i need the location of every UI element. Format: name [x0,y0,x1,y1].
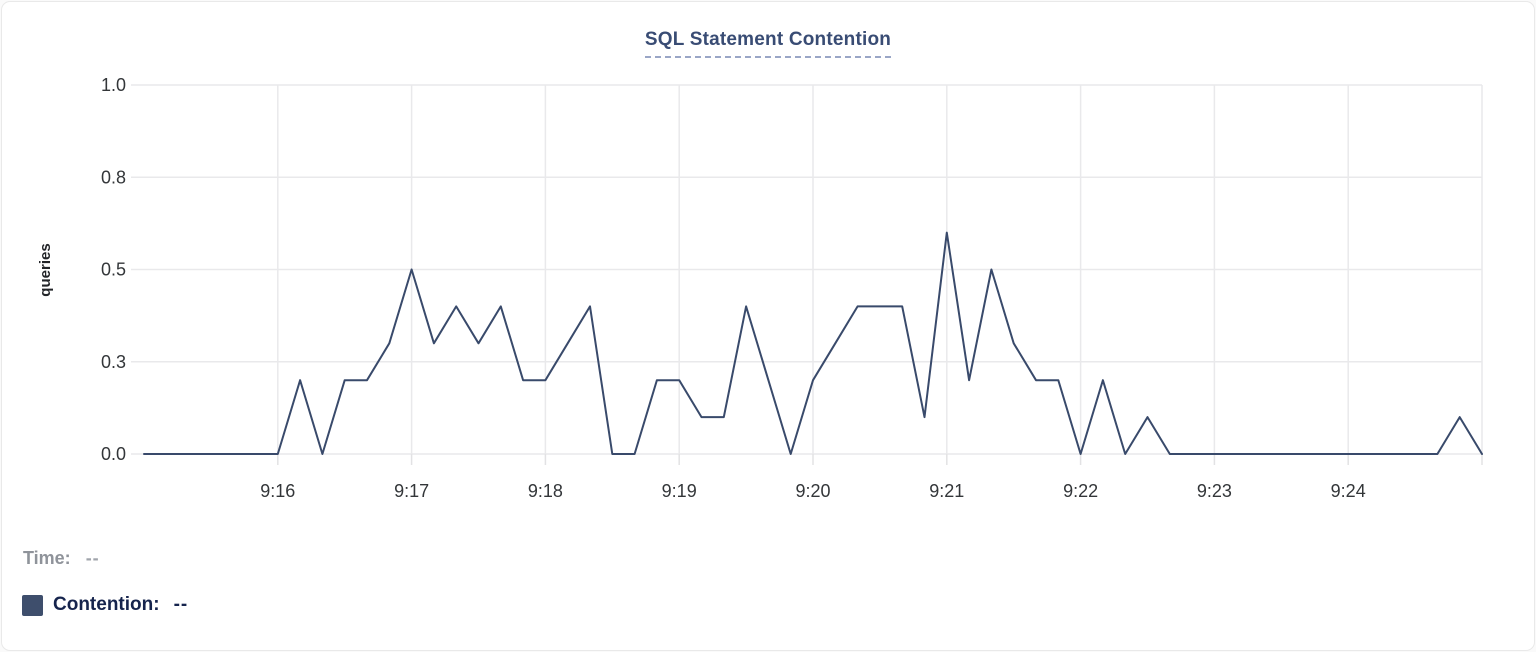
y-tick-label: 0.0 [101,444,126,464]
x-tick-label: 9:22 [1063,481,1098,501]
contention-label: Contention: [53,594,160,615]
y-tick-label: 0.8 [101,167,126,187]
x-tick-label: 9:16 [260,481,295,501]
legend-time-row: Time: -- [23,548,100,569]
contention-series-line [143,231,1483,455]
contention-swatch-icon [22,594,43,616]
y-tick-label: 0.5 [101,260,126,280]
legend-contention-row[interactable]: Contention: -- [22,594,188,616]
y-tick-label: 0.3 [101,352,126,372]
x-tick-label: 9:19 [662,481,697,501]
y-tick-label: 1.0 [101,75,126,95]
y-axis-label: queries [37,243,54,296]
x-tick-label: 9:21 [929,481,964,501]
time-label: Time: [23,548,71,568]
x-tick-label: 9:17 [394,481,429,501]
x-tick-label: 9:18 [528,481,563,501]
x-tick-label: 9:24 [1331,481,1366,501]
contention-value: -- [173,594,189,615]
x-tick-label: 9:23 [1197,481,1232,501]
chart-header: SQL Statement Contention [2,29,1534,58]
chart-title[interactable]: SQL Statement Contention [644,29,892,58]
x-tick-label: 9:20 [795,481,830,501]
time-value: -- [85,548,100,568]
